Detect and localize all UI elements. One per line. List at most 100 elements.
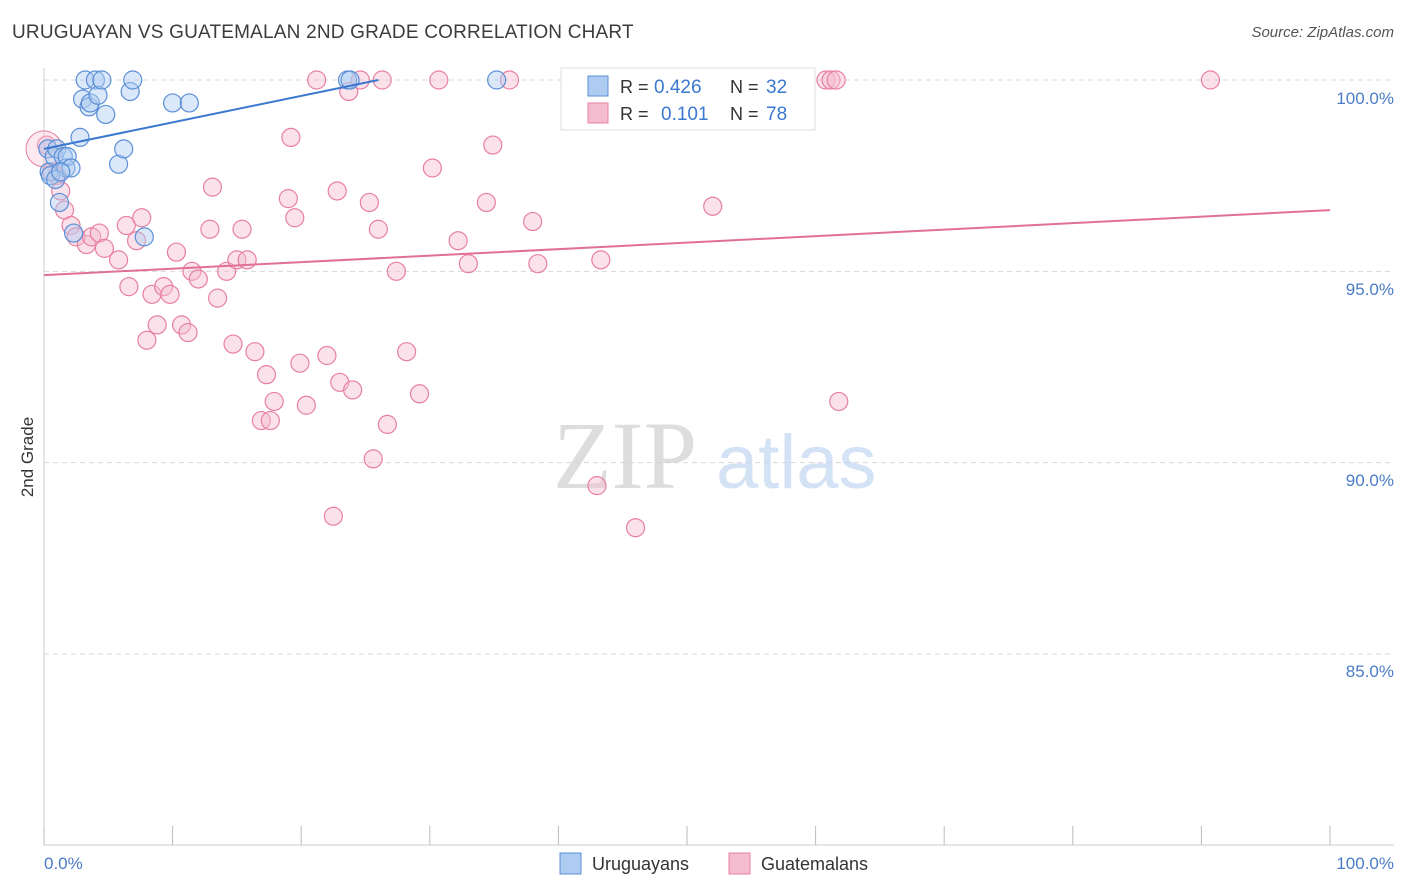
legend-r-label-2: R = [620,104,649,124]
guatemalans-point-53 [368,219,388,239]
guatemalans-point-29 [223,334,243,354]
guatemalans-point-31 [232,219,252,239]
axes [43,68,1394,846]
guatemalans-point-57 [397,342,417,362]
guatemalans-point-10 [108,250,129,270]
uruguayans-point-22 [120,81,140,102]
guatemalans-point-45 [323,506,343,526]
guatemalans-point-8 [89,223,109,243]
guatemalans-point-54 [372,70,392,90]
guatemalans-point-12 [119,277,139,297]
uruguayans-point-15 [80,93,100,113]
guatemalans-point-39 [281,127,301,147]
watermark: ZIP atlas [553,402,877,509]
guatemalans-point-26 [202,177,223,197]
series-legend: Uruguayans Guatemalans [559,852,868,875]
y-tick-label-95: 95.0% [1346,280,1394,299]
guatemalans-point-68 [587,476,607,496]
guatemalans-point-33 [245,342,265,362]
guatemalans-point-24 [188,269,208,289]
guatemalans-point-49 [343,380,363,400]
guatemalans-point-76 [1200,70,1221,90]
guatemalans-point-52 [363,449,383,469]
guatemalans-point-75 [829,391,849,412]
legend-r-value-1: 0.426 [654,77,702,98]
guatemalans-point-37 [264,391,284,412]
guatemalans-point-63 [476,192,496,213]
uruguayans-point-29 [487,70,507,90]
guatemalans-point-55 [377,414,397,434]
legend-swatch-guatemalans [587,102,609,124]
guatemalans-point-11 [116,215,136,236]
legend-swatch-uruguayans [587,75,609,97]
series-uruguayans-points [38,70,507,247]
uruguayans-point-10 [63,223,84,243]
series-guatemalans-points [25,70,1221,538]
watermark-zip: ZIP [553,402,697,509]
uruguayans-point-25 [163,93,183,113]
uruguayans-point-19 [96,104,116,125]
guatemalans-point-74 [826,70,846,90]
uruguayans-point-13 [75,70,95,90]
guatemalans-point-56 [386,261,406,281]
legend-r-value-2: 0.101 [661,104,709,125]
guatemalans-point-15 [137,330,157,350]
guatemalans-point-22 [178,322,198,343]
guatemalans-point-58 [409,384,430,404]
guatemalans-point-14 [132,208,152,228]
guatemalans-point-72 [816,70,836,90]
guatemalans-point-41 [290,353,310,373]
guatemalans-point-25 [200,219,220,239]
guatemalans-point-19 [160,284,180,304]
y-tick-label-100: 100.0% [1336,89,1394,108]
x-tick-label-0: 0.0% [44,854,83,873]
guatemalans-point-36 [260,410,280,431]
bottom-legend-swatch-guatemalans [728,852,751,875]
uruguayans-point-17 [88,85,108,105]
guatemalans-point-20 [166,242,187,262]
legend-n-value-2: 78 [766,104,787,125]
guatemalans-point-18 [153,277,174,297]
guatemalans-point-51 [359,192,379,213]
uruguayans-point-5 [49,192,70,213]
guatemalans-point-46 [327,181,347,201]
uruguayans-point-23 [123,70,143,90]
chart-title: URUGUAYAN VS GUATEMALAN 2ND GRADE CORREL… [12,22,634,43]
uruguayans-point-31 [51,162,71,182]
guatemalans-point-35 [256,365,277,385]
legend-r-label-1: R = [620,77,649,97]
uruguayans-point-2 [40,166,61,186]
uruguayans-point-9 [61,158,81,178]
y-axis-label: 2nd Grade [18,417,37,497]
watermark-atlas: atlas [716,420,877,505]
guatemalans-trend-line [43,209,1331,277]
guatemalans-point-62 [458,254,478,274]
tick-labels: 0.0% 100.0% 100.0% 95.0% 90.0% 85.0% 2nd… [18,89,1394,873]
guatemalans-point-61 [448,231,468,251]
guatemalans-point-4 [61,215,81,236]
guatemalans-point-71 [703,196,723,216]
bottom-legend-label-uruguayans: Uruguayans [592,854,689,874]
guatemalans-point-42 [296,395,316,415]
correlation-legend: R = 0.426 N = 32 R = 0.101 N = 78 [560,67,816,131]
uruguayans-point-16 [85,70,106,90]
y-tick-label-85: 85.0% [1346,662,1394,681]
uruguayans-point-20 [108,154,129,174]
bottom-legend-label-guatemalans: Guatemalans [761,854,868,874]
uruguayans-point-24 [134,227,154,247]
guatemalans-point-40 [285,208,305,228]
y-tick-label-90: 90.0% [1346,471,1394,490]
guatemalans-point-21 [172,315,192,335]
trend-lines [43,79,1331,277]
legend-n-label-1: N = [730,77,759,97]
grid-lines [44,79,1394,655]
guatemalans-point-38 [278,189,298,209]
uruguayans-point-26 [179,93,199,113]
x-tick-label-100: 100.0% [1336,854,1394,873]
guatemalans-point-60 [429,70,449,90]
uruguayans-trend-line [43,79,379,150]
guatemalans-point-43 [307,70,327,90]
bottom-legend-swatch-uruguayans [559,852,582,875]
uruguayans-point-18 [92,70,112,90]
guatemalans-point-67 [528,254,548,274]
